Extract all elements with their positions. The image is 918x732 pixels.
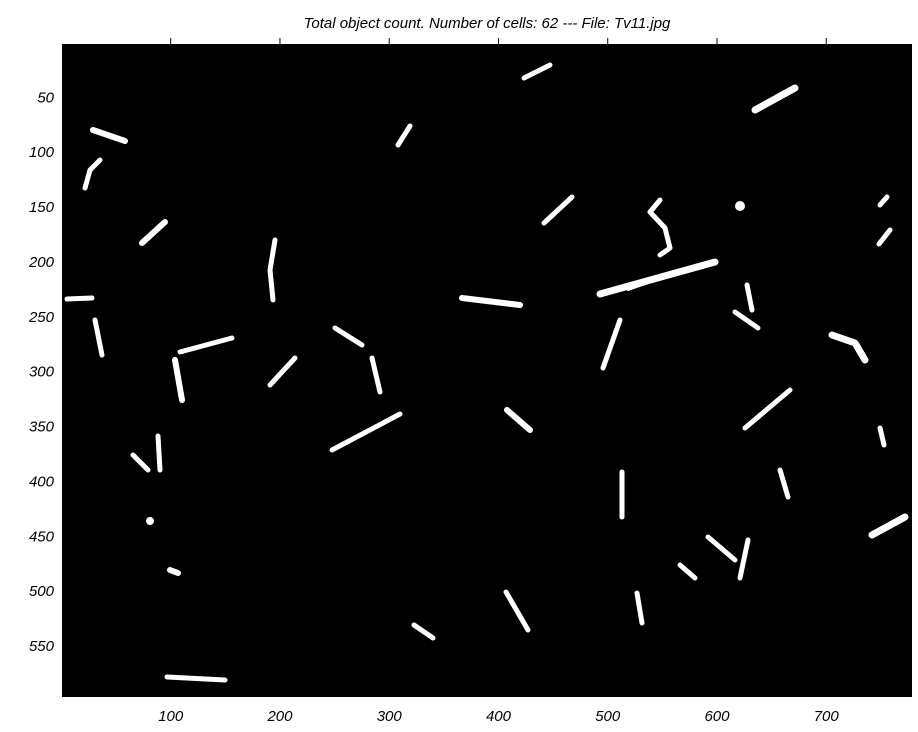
y-tick-label: 200 <box>28 254 55 271</box>
x-tick-label: 300 <box>377 708 403 725</box>
y-tick-label: 50 <box>37 89 54 106</box>
y-tick-label: 400 <box>29 473 55 490</box>
y-tick-label: 150 <box>29 199 55 216</box>
x-tick-label: 100 <box>158 708 184 725</box>
x-tick-label: 600 <box>704 708 730 725</box>
image-area <box>62 44 912 697</box>
x-tick-label: 400 <box>486 708 512 725</box>
x-tick-label: 200 <box>266 708 293 725</box>
x-tick-label: 500 <box>595 708 621 725</box>
cells <box>64 62 909 683</box>
y-tick-label: 250 <box>28 309 55 326</box>
y-tick-label: 300 <box>29 364 55 381</box>
y-tick-label: 100 <box>29 144 55 161</box>
x-tick-label: 700 <box>814 708 840 725</box>
y-tick-label: 450 <box>29 528 55 545</box>
y-tick-label: 550 <box>29 638 55 655</box>
chart-title: Total object count. Number of cells: 62 … <box>304 15 671 32</box>
y-tick-label: 350 <box>29 419 55 436</box>
y-tick-label: 500 <box>29 583 55 600</box>
